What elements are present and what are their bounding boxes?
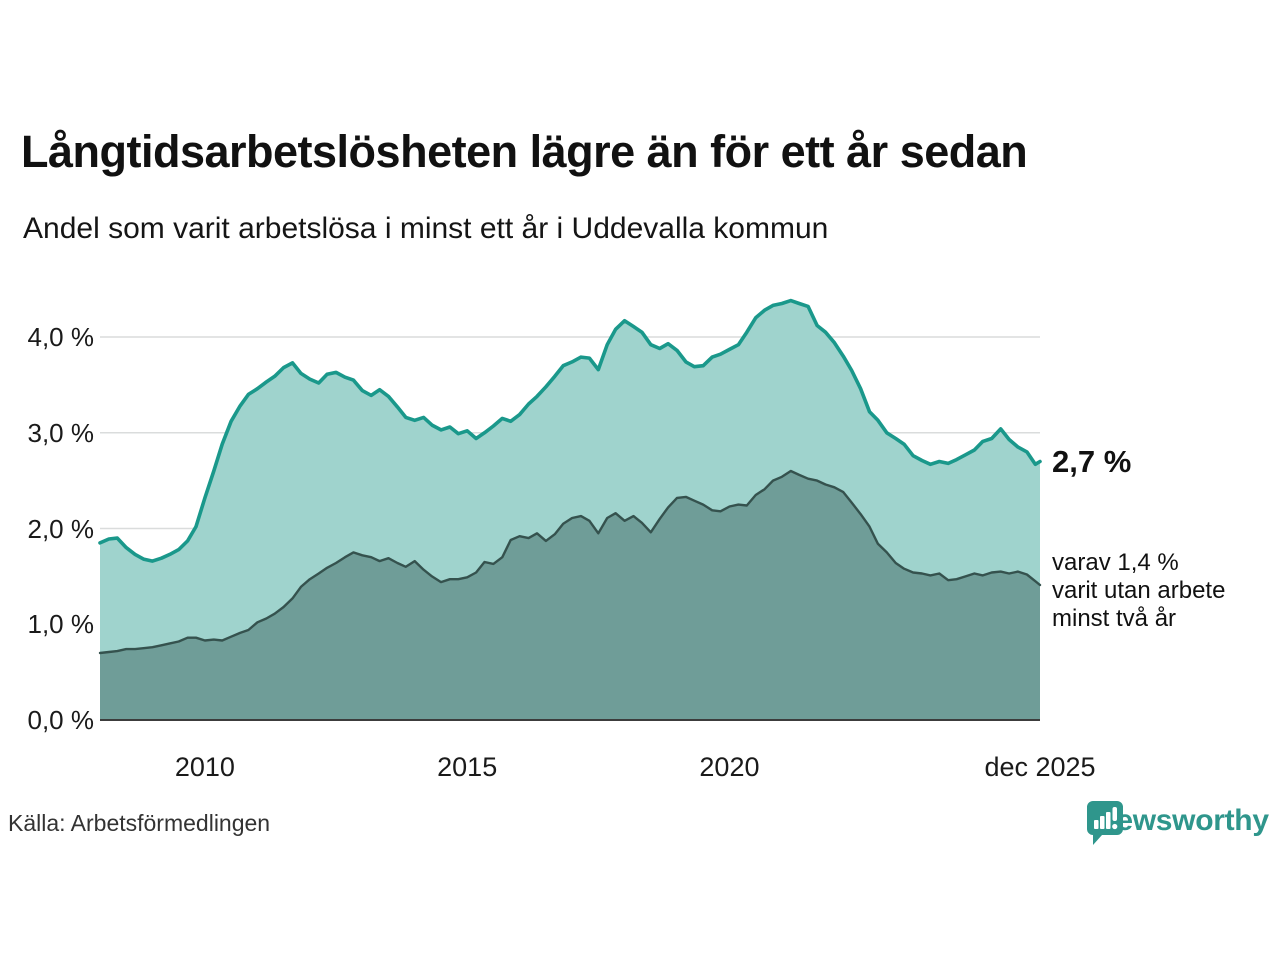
series-line (98, 469, 1042, 655)
secondary-series-label: varav 1,4 % varit utan arbete minst två … (1052, 549, 1226, 632)
chart-title: Långtidsarbetslösheten lägre än för ett … (21, 126, 1028, 177)
newsworthy-icon (1087, 801, 1123, 845)
series-line (98, 298, 1042, 563)
y-tick-label: 1,0 % (27, 609, 95, 640)
x-tick-label: 2015 (437, 752, 498, 782)
series-area (100, 471, 1040, 720)
brand-logo: Newsworthy (1086, 800, 1269, 848)
source-note: Källa: Arbetsförmedlingen (8, 810, 271, 836)
y-tick-label: 2,0 % (27, 513, 95, 544)
y-tick-label: 0,0 % (27, 705, 95, 735)
chart-subtitle: Andel som varit arbetslösa i minst ett å… (23, 212, 829, 245)
x-tick-label: 2010 (174, 752, 235, 782)
latest-value-label: 2,7 % (1052, 444, 1132, 479)
brand-name: Newsworthy (1095, 804, 1269, 837)
y-tick-label: 3,0 % (27, 417, 95, 448)
x-tick-label: 2020 (699, 752, 760, 782)
y-tick-label: 4,0 % (27, 322, 95, 352)
x-tick-label: dec 2025 (984, 752, 1096, 782)
